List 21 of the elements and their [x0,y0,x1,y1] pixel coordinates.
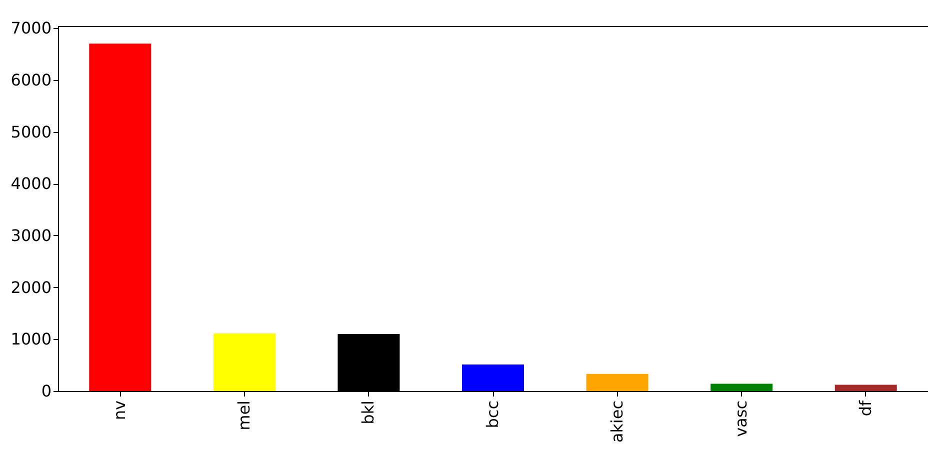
bar [586,374,648,391]
bar [89,44,152,391]
y-tick-label: 4000 [10,174,52,194]
x-tick-label: bkl [358,400,378,424]
y-tick-label: 3000 [10,226,52,245]
y-tick-label: 0 [41,382,52,400]
x-tick-label: mel [234,400,254,430]
x-tick-label: bcc [483,400,502,428]
x-tick-label: akiec [607,400,626,443]
bar [462,364,524,391]
y-tick-label: 1000 [10,330,52,349]
y-tick-label: 2000 [10,278,52,297]
bar [213,333,276,391]
y-tick-label: 6000 [10,70,52,90]
bar [834,384,897,391]
y-tick-label: 5000 [10,122,52,142]
x-tick-label: df [856,400,875,416]
x-tick-label: vasc [732,400,751,437]
y-tick-label: 7000 [10,18,52,38]
bar [710,384,773,391]
x-tick-label: nv [110,400,130,420]
